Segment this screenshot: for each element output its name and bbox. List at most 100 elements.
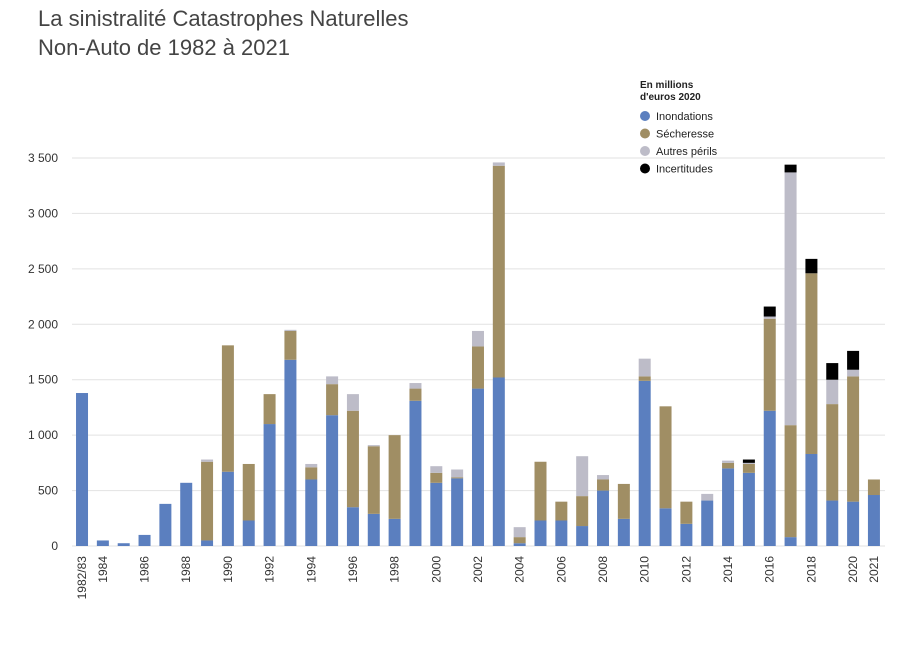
bar-segment [784,164,797,173]
x-tick-label: 1996 [346,556,360,583]
y-tick-label: 2 500 [28,262,58,276]
bar-segment [847,501,860,546]
bar-segment [534,461,547,521]
y-tick-label: 500 [38,484,58,498]
legend-marker [640,128,650,139]
bar-segment [742,459,755,463]
bar-segment [284,359,297,546]
bar-segment [763,318,776,411]
bar-segment [492,165,505,378]
x-tick-label: 1982/83 [75,556,89,600]
bar-segment [513,537,526,544]
y-tick-label: 3 000 [28,206,58,220]
bar-segment [784,537,797,546]
bar-segment [555,520,568,546]
bar-segment [826,363,839,380]
bar-segment [597,479,610,491]
x-tick-label: 1990 [221,556,235,583]
bar-segment [576,526,589,546]
bar-segment [701,500,714,546]
bar-segment [201,540,214,546]
bar-segment [451,477,464,479]
bar-segment [638,380,651,546]
x-tick-label: 2006 [554,556,568,583]
bar-segment [305,467,318,480]
bar-segment [742,462,755,464]
x-tick-label: 1994 [304,556,318,583]
bar-segment [201,459,214,462]
bar-segment [471,388,484,546]
bar-segment [701,493,714,501]
bar-segment [867,479,880,496]
bar-segment [346,507,359,546]
bar-segment [346,394,359,411]
bar-segment [409,383,422,389]
x-tick-label: 2002 [471,556,485,583]
bar-segment [430,472,443,483]
bar-segment [763,316,776,319]
bar-segment [263,394,276,425]
bar-segment [638,358,651,377]
bar-segment [722,460,735,463]
legend-marker [640,163,650,174]
bar-segment [492,377,505,546]
legend-label: Sécheresse [656,129,714,141]
bar-segment [305,479,318,546]
x-tick-label: 2000 [429,556,443,583]
legend-title: d'euros 2020 [640,92,701,103]
bar-segment [867,495,880,546]
legend-label: Autres périls [656,146,718,158]
bar-segment [722,462,735,469]
bar-segment [826,379,839,405]
bar-segment [784,425,797,538]
bar-segment [326,415,339,546]
bar-segment [284,330,297,360]
bar-segment [451,478,464,546]
bar-segment [597,475,610,480]
bar-segment [742,472,755,546]
y-tick-label: 3 500 [28,151,58,165]
bar-segment [576,456,589,497]
bar-segment [471,330,484,347]
x-tick-label: 1992 [263,556,277,583]
bar-segment [159,503,172,546]
bar-segment [826,500,839,546]
bar-segment [826,404,839,501]
bar-segment [430,466,443,473]
bar-segment [180,482,193,546]
bar-segment [847,369,860,377]
bar-segment [638,376,651,381]
bar-segment [805,273,818,454]
bar-segment [346,410,359,508]
x-tick-label: 2012 [679,556,693,583]
y-tick-label: 0 [51,539,58,553]
legend-label: Incertitudes [656,164,713,176]
bar-segment [617,483,630,519]
x-tick-label: 1986 [138,556,152,583]
bar-segment [326,376,339,385]
bar-segment [680,523,693,546]
bar-segment [451,469,464,478]
y-tick-label: 2 000 [28,317,58,331]
x-tick-label: 2018 [804,556,818,583]
bar-segment [367,446,380,514]
x-tick-label: 2016 [763,556,777,583]
bar-segment [201,461,214,541]
x-tick-label: 1998 [388,556,402,583]
legend-marker [640,111,650,121]
bar-segment [597,490,610,546]
bar-segment [492,162,505,166]
chart-title: Non-Auto de 1982 à 2021 [38,35,290,60]
legend-title: En millions [640,80,694,91]
x-tick-label: 2014 [721,556,735,583]
bar-segment [513,527,526,538]
x-tick-label: 1988 [179,556,193,583]
x-tick-label: 2021 [867,556,881,583]
bar-segment [367,445,380,447]
x-tick-label: 2010 [638,556,652,583]
bar-segment [221,345,234,472]
bar-segment [409,400,422,546]
bar-segment [617,518,630,546]
bar-segment [305,463,318,468]
